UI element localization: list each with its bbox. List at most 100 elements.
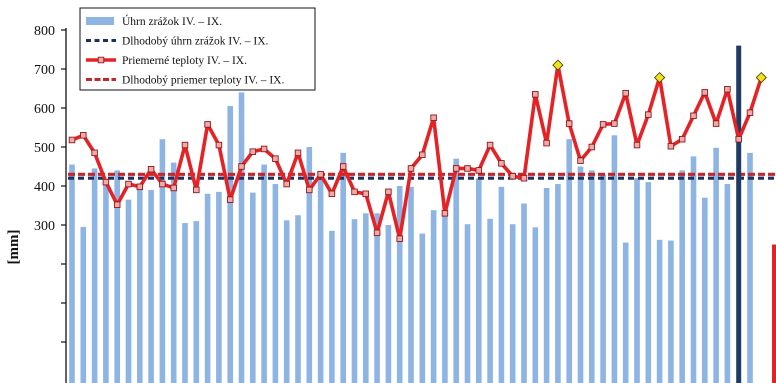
precipitation-bar xyxy=(317,176,324,383)
legend: Úhrn zrážok IV. – IX. Dlhodobý úhrn zrážo… xyxy=(79,7,316,91)
precipitation-bar xyxy=(577,166,584,383)
temperature-point xyxy=(633,141,641,149)
precipitation-bar xyxy=(250,192,256,383)
temperature-point xyxy=(362,190,370,198)
temperature-point xyxy=(678,135,686,143)
legend-swatch-bar xyxy=(86,17,114,25)
legend-label: Úhrn zrážok IV. – IX. xyxy=(122,14,222,28)
precipitation-bar xyxy=(295,215,301,383)
y-tick-label: 400 xyxy=(34,180,55,195)
temperature-point xyxy=(260,145,268,153)
temperature-point xyxy=(667,142,675,150)
precipitation-bar xyxy=(103,180,109,383)
temperature-point xyxy=(147,165,155,173)
precipitation-bar xyxy=(634,178,640,383)
precipitation-bar xyxy=(498,186,505,383)
temperature-point xyxy=(294,149,302,157)
temperature-point xyxy=(159,180,166,188)
temperature-point xyxy=(588,143,596,151)
precipitation-bar xyxy=(622,242,629,383)
temperature-point xyxy=(577,157,584,164)
y-axis: 300 400 500 600 700 800 xyxy=(34,24,67,383)
temperature-point xyxy=(396,235,403,242)
temperature-point xyxy=(339,163,347,170)
temperature-point xyxy=(136,183,144,191)
temperature-point xyxy=(125,180,132,188)
temperature-point xyxy=(80,132,87,139)
vertical-marker-bar xyxy=(736,45,742,383)
precipitation-bar xyxy=(408,186,414,383)
temperature-point xyxy=(520,174,528,182)
y-tick-label: 500 xyxy=(34,141,55,156)
precipitation-bar xyxy=(600,174,606,383)
temperature-point xyxy=(91,149,98,157)
temperature-point xyxy=(452,165,460,172)
legend-box xyxy=(79,7,316,91)
y-tick-label: 700 xyxy=(34,63,55,78)
temperature-point xyxy=(475,167,483,174)
precipitation-bar xyxy=(543,187,550,383)
precipitation-bar xyxy=(487,218,493,383)
precipitation-bar xyxy=(476,178,482,383)
temperature-line-path xyxy=(71,63,764,241)
temperature-point xyxy=(204,121,211,128)
precipitation-bar xyxy=(204,193,211,383)
precipitation-bar xyxy=(170,162,177,383)
precipitation-bar xyxy=(91,168,98,383)
precipitation-bar xyxy=(396,186,403,383)
temperature-point xyxy=(283,180,290,188)
temperature-point xyxy=(498,160,505,167)
temperature-point xyxy=(486,141,494,149)
precipitation-bar xyxy=(566,139,572,383)
temperature-point xyxy=(328,190,336,198)
temperature-point xyxy=(611,120,618,127)
temperature-point xyxy=(599,121,607,128)
temperature-point xyxy=(249,148,257,155)
temperature-point xyxy=(272,155,279,162)
vertical-marker xyxy=(736,45,742,383)
precipitation-bar xyxy=(148,189,154,383)
temperature-point xyxy=(68,136,76,144)
temperature-point xyxy=(509,172,516,180)
precipitation-bar xyxy=(283,220,290,383)
precipitation-bar xyxy=(80,226,87,383)
temperature-point xyxy=(170,184,177,192)
temperature-highlight-point xyxy=(755,71,767,84)
temperature-point xyxy=(238,163,245,170)
temperature-point xyxy=(746,109,754,116)
temperature-point xyxy=(724,86,731,93)
temperature-point xyxy=(226,196,234,203)
temperature-point xyxy=(441,210,449,217)
precipitation-bar xyxy=(114,170,120,383)
precipitation-bar xyxy=(555,184,561,383)
precipitation-bar xyxy=(159,139,166,383)
precipitation-bar xyxy=(238,92,245,383)
temperature-point xyxy=(193,186,200,194)
temperature-point xyxy=(622,89,629,97)
temperature-point xyxy=(419,151,426,159)
temperature-point xyxy=(407,165,415,172)
precipitation-bar xyxy=(69,164,75,383)
temperature-point xyxy=(373,229,381,237)
precipitation-bar xyxy=(227,106,233,383)
precipitation-bar xyxy=(611,135,618,383)
temperature-point xyxy=(735,135,742,143)
temperature-point xyxy=(712,120,720,127)
precipitation-bar xyxy=(668,240,674,383)
legend-label: Dlhodobý priemer teploty IV. – IX. xyxy=(122,75,284,87)
precipitation-bar xyxy=(690,156,697,383)
y-tick-label: 600 xyxy=(34,102,55,117)
temperature-point xyxy=(701,89,709,96)
precipitation-bar xyxy=(656,239,663,383)
precipitation-bar xyxy=(453,158,459,383)
precipitation-bar xyxy=(261,164,267,383)
y-tick-label: 300 xyxy=(34,219,55,234)
legend-label: Dlhodobý úhrn zrážok IV. – IX. xyxy=(122,36,269,48)
legend-label: Priemerné teploty IV. – IX. xyxy=(122,55,247,67)
temperature-points xyxy=(68,59,767,242)
temperature-point xyxy=(645,111,652,118)
precipitation-bar xyxy=(306,147,313,383)
precipitation-bar xyxy=(464,224,471,383)
precipitation-bar xyxy=(137,187,143,383)
